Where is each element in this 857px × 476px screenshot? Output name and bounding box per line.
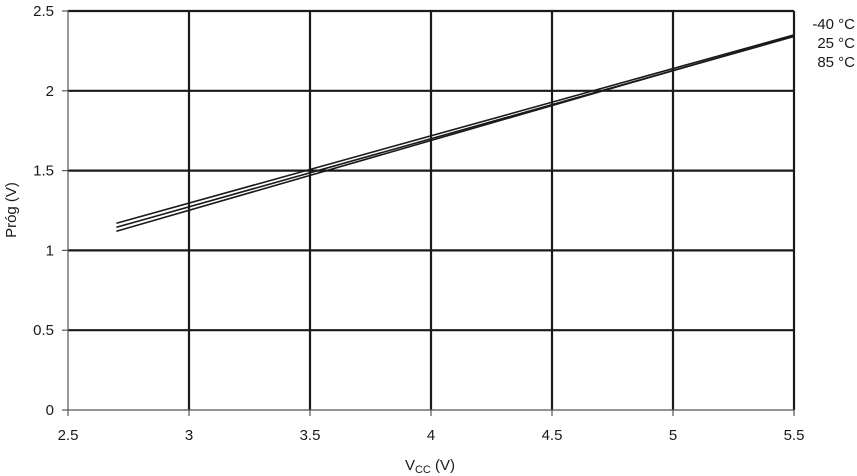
data-series (116, 34, 795, 233)
series-label: 25 °C (817, 35, 855, 52)
series-line (116, 34, 795, 233)
y-tick-label: 2.5 (33, 3, 54, 20)
x-tick-label: 3 (185, 427, 193, 444)
series-label: 85 °C (817, 54, 855, 71)
y-tick-label: 0.5 (33, 322, 54, 339)
x-axis-title: VCC (V) (405, 457, 455, 476)
series-line (116, 34, 795, 225)
x-axis-title-subscript: CC (415, 464, 431, 476)
x-tick-label: 4.5 (542, 427, 563, 444)
y-tick-label: 0 (46, 402, 54, 419)
x-tick-label: 4 (427, 427, 435, 444)
y-tick-labels: 0 0.5 1 1.5 2 2.5 (33, 3, 54, 419)
series-labels: -40 °C 25 °C 85 °C (812, 16, 855, 71)
series-label: -40 °C (812, 16, 855, 33)
x-tick-label: 3.5 (300, 427, 321, 444)
x-tick-label: 5 (669, 427, 677, 444)
y-axis-title: Próg (V) (3, 182, 20, 238)
x-tick-label: 5.5 (784, 427, 805, 444)
x-axis-title-main: V (405, 457, 415, 474)
x-tick-label: 2.5 (58, 427, 79, 444)
axes (62, 10, 795, 416)
y-tick-label: 2 (46, 83, 54, 100)
x-axis-title-unit: (V) (431, 457, 455, 474)
y-tick-label: 1 (46, 242, 54, 259)
y-tick-label: 1.5 (33, 163, 54, 180)
x-tick-labels: 2.5 3 3.5 4 4.5 5 5.5 (58, 427, 805, 444)
